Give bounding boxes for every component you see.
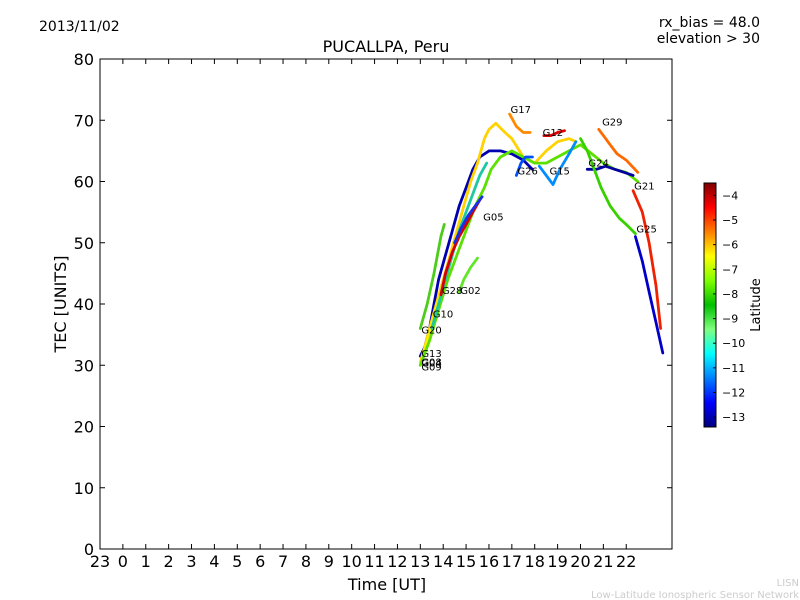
colorbar-tick-label: −11 <box>722 362 745 375</box>
series-label-G26: G26 <box>517 166 537 177</box>
series-line-G02 <box>457 256 479 294</box>
plot-area <box>99 58 673 550</box>
y-tick-label: 60 <box>74 173 94 192</box>
x-tick-label: 11 <box>364 552 384 571</box>
y-tick-label: 30 <box>74 356 94 375</box>
x-tick-label: 15 <box>456 552 476 571</box>
x-tick-label: 14 <box>433 552 453 571</box>
x-tick-label: 23 <box>90 552 110 571</box>
series-label-G12: G12 <box>543 128 563 139</box>
series-label-G09: G09 <box>421 362 441 373</box>
series-line-G15 <box>537 140 578 186</box>
colorbar <box>703 182 717 428</box>
series-label-G10: G10 <box>433 310 453 321</box>
x-tick-label: 4 <box>209 552 219 571</box>
series-label-G08: G08 <box>421 357 441 368</box>
series-line-G12 <box>542 129 566 137</box>
series-label-G28: G28 <box>442 286 462 297</box>
colorbar-tick-label: −5 <box>722 214 738 227</box>
colorbar-tick-label: −9 <box>722 313 738 326</box>
y-tick-label: 10 <box>74 479 94 498</box>
x-tick-label: 9 <box>324 552 334 571</box>
series-label-G29: G29 <box>602 117 622 128</box>
x-tick-label: 3 <box>186 552 196 571</box>
y-tick-label: 50 <box>74 234 94 253</box>
colorbar-tick-label: −7 <box>722 263 738 276</box>
colorbar-label: Latitude <box>749 278 764 332</box>
series-label-G02: G02 <box>460 286 480 297</box>
x-tick-label: 2 <box>164 552 174 571</box>
y-tick-label: 70 <box>74 111 94 130</box>
chart-title: PUCALLPA, Peru <box>323 37 450 56</box>
series-layer <box>418 112 665 367</box>
x-tick-label: 16 <box>479 552 499 571</box>
x-tick-label: 1 <box>141 552 151 571</box>
rx-bias-label: rx_bias = 48.0 <box>659 15 760 31</box>
series-label-G25: G25 <box>636 225 656 236</box>
series-line-G25 <box>634 235 665 355</box>
x-tick-label: 13 <box>410 552 430 571</box>
colorbar-tick-label: −6 <box>722 239 738 252</box>
series-line-G18 <box>579 137 637 235</box>
series-label-G13: G13 <box>421 349 441 360</box>
colorbar-ticks: −4 −5 −6 −7 −8 −9 −10 −11 −12 −13 <box>713 189 745 424</box>
date-label: 2013/11/02 <box>39 19 120 35</box>
series-line-G09 <box>418 143 640 367</box>
series-label-G05: G05 <box>483 212 503 223</box>
series-line-G17 <box>508 112 532 134</box>
x-tick-label: 20 <box>570 552 590 571</box>
credit-lisn: LISN <box>777 578 799 589</box>
colorbar-tick-label: −4 <box>722 189 738 202</box>
colorbar-tick-label: −10 <box>722 337 745 350</box>
x-tick-label: 21 <box>593 552 613 571</box>
y-tick-label: 80 <box>74 50 94 69</box>
series-label-G17: G17 <box>511 105 531 116</box>
x-axis: 23 0 1 2 3 4 5 6 7 8 9 10 11 12 13 14 15 16 17 18 19 20 21 22 <box>90 59 636 571</box>
series-label-G04: G04 <box>421 359 441 370</box>
x-tick-label: 19 <box>547 552 567 571</box>
x-tick-label: 8 <box>301 552 311 571</box>
x-tick-label: 7 <box>278 552 288 571</box>
colorbar-tick-label: −12 <box>722 386 745 399</box>
series-line-G21 <box>631 189 662 330</box>
elevation-label: elevation > 30 <box>657 31 760 47</box>
x-tick-label: 18 <box>525 552 545 571</box>
y-tick-label: 0 <box>84 540 94 559</box>
colorbar-tick-label: −8 <box>722 288 738 301</box>
series-line-G28 <box>439 198 482 297</box>
series-label-G24: G24 <box>588 158 608 169</box>
y-axis: 0 10 20 30 40 50 60 70 80 <box>74 50 672 559</box>
y-tick-label: 20 <box>74 418 94 437</box>
x-tick-label: 5 <box>232 552 242 571</box>
colorbar-tick-label: −13 <box>722 411 745 424</box>
x-axis-label: Time [UT] <box>347 575 426 594</box>
y-tick-label: 40 <box>74 295 94 314</box>
x-tick-label: 17 <box>502 552 522 571</box>
credit-network: Low-Latitude Ionospheric Sensor Network <box>591 590 799 600</box>
y-axis-label: TEC [UNITS] <box>51 256 70 354</box>
series-line-G29 <box>597 128 640 174</box>
x-tick-label: 10 <box>342 552 362 571</box>
series-label-G15: G15 <box>549 166 569 177</box>
x-tick-label: 6 <box>255 552 265 571</box>
series-label-G21: G21 <box>634 182 654 193</box>
series-line-G05 <box>453 195 484 245</box>
series-line-G26 <box>515 155 534 177</box>
x-tick-label: 0 <box>118 552 128 571</box>
series-line-G20 <box>418 223 446 330</box>
x-tick-label: 22 <box>616 552 636 571</box>
x-tick-label: 12 <box>387 552 407 571</box>
series-label-G20: G20 <box>421 326 441 337</box>
